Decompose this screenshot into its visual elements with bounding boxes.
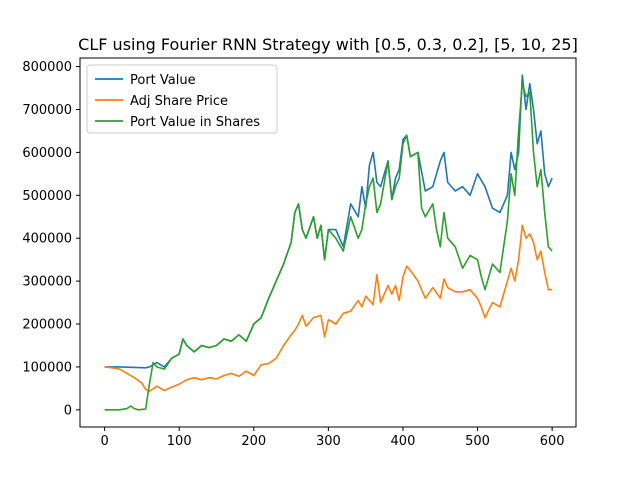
y-tick-label: 400000 bbox=[22, 232, 72, 247]
y-tick-label: 800000 bbox=[22, 60, 72, 75]
x-tick-label: 300 bbox=[316, 434, 341, 449]
y-tick-label: 0 bbox=[64, 403, 72, 418]
x-tick-label: 400 bbox=[391, 434, 416, 449]
x-tick-label: 500 bbox=[465, 434, 490, 449]
axes: 0 100 200 300 400 500 600 0 100000 200000 300000 40… bbox=[22, 57, 577, 449]
legend-box bbox=[86, 64, 278, 134]
legend-label: Adj Share Price bbox=[130, 94, 228, 109]
legend-label: Port Value in Shares bbox=[130, 115, 260, 130]
series-line-3 bbox=[104, 82, 553, 411]
legend-label: Port Value bbox=[130, 73, 196, 88]
x-tick-label: 200 bbox=[241, 434, 266, 449]
y-tick-label: 200000 bbox=[22, 318, 72, 333]
series-line-2 bbox=[104, 224, 553, 393]
y-tick-label: 700000 bbox=[22, 103, 72, 118]
x-tick-label: 0 bbox=[100, 434, 108, 449]
y-tick-label: 300000 bbox=[22, 275, 72, 290]
chart-title: CLF using Fourier RNN Strategy with [0.5… bbox=[78, 35, 578, 54]
y-tick-label: 500000 bbox=[22, 189, 72, 204]
x-tick-label: 600 bbox=[540, 434, 565, 449]
x-tick-label: 100 bbox=[167, 434, 192, 449]
y-tick-label: 600000 bbox=[22, 146, 72, 161]
legend: Port Value Adj Share Price Port Value in S… bbox=[86, 64, 278, 134]
y-tick-label: 100000 bbox=[22, 360, 72, 375]
plot-area bbox=[104, 74, 553, 411]
